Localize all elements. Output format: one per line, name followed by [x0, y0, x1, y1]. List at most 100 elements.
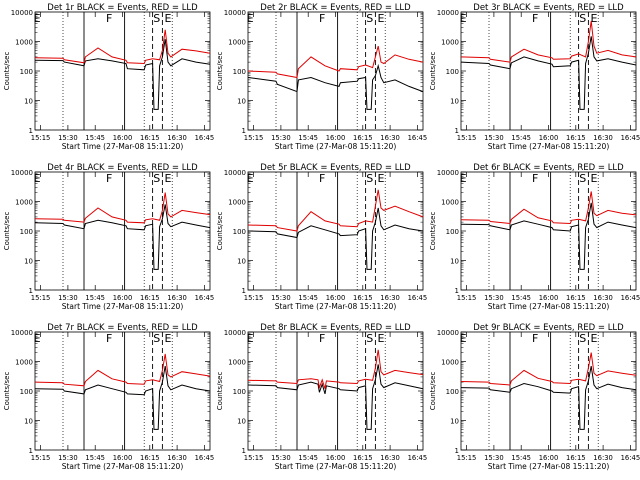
y-tick-label: 1	[455, 127, 459, 135]
x-axis-label: Start Time (27-Mar-08 15:11:20)	[275, 302, 397, 311]
y-tick-label: 1000	[228, 39, 246, 47]
marker-letter: S	[579, 12, 586, 25]
series-events-line	[34, 39, 211, 110]
x-axis-label: Start Time (27-Mar-08 15:11:20)	[275, 142, 397, 151]
x-tick-label: 16:00	[326, 294, 346, 302]
x-axis-label: Start Time (27-Mar-08 15:11:20)	[488, 302, 610, 311]
marker-letter: S	[366, 12, 373, 25]
panel-6: Det 6r BLACK = Events, RED = LLD 1 10 100 10…	[429, 163, 640, 311]
x-tick-label: 15:30	[484, 454, 504, 462]
y-tick-label: 1000	[15, 199, 33, 207]
y-tick-label: 10000	[11, 169, 33, 177]
marker-letter: E	[247, 332, 254, 345]
y-axis-label: Counts/sec	[429, 212, 437, 251]
plot-frame	[34, 11, 211, 131]
y-tick-label: 100	[446, 228, 459, 236]
y-tick-label: 10000	[437, 329, 459, 337]
x-tick-label: 16:00	[113, 454, 133, 462]
y-tick-label: 100	[20, 228, 33, 236]
panel-9: Det 9r BLACK = Events, RED = LLD 1 10 100 10…	[429, 323, 640, 471]
panel-title: Det 3r BLACK = Events, RED = LLD	[473, 3, 624, 13]
y-tick-label: 10	[237, 258, 246, 266]
marker-letter: E	[247, 172, 254, 185]
marker-letter: S	[579, 332, 586, 345]
panel-7: Det 7r BLACK = Events, RED = LLD 1 10 100 10…	[3, 323, 214, 471]
y-tick-label: 1	[29, 127, 33, 135]
series-events-line	[247, 364, 424, 430]
panel-title: Det 9r BLACK = Events, RED = LLD	[473, 323, 624, 333]
x-tick-label: 16:30	[593, 134, 613, 142]
marker-letter: E	[34, 332, 41, 345]
marker-letter: F	[319, 172, 325, 185]
x-tick-label: 16:30	[593, 294, 613, 302]
x-tick-label: 16:15	[140, 454, 160, 462]
series-events-line	[34, 366, 211, 430]
y-tick-label: 100	[20, 68, 33, 76]
y-tick-label: 10	[450, 98, 459, 106]
marker-letter: E	[165, 12, 172, 25]
y-tick-label: 1	[242, 447, 246, 455]
plot-frame	[460, 331, 637, 451]
x-tick-label: 16:00	[539, 294, 559, 302]
x-tick-label: 15:30	[271, 134, 291, 142]
y-tick-label: 10000	[224, 169, 246, 177]
x-tick-label: 15:45	[511, 294, 531, 302]
y-tick-label: 1	[455, 287, 459, 295]
series-lld-line	[34, 192, 211, 224]
y-axis-label: Counts/sec	[216, 212, 224, 251]
x-tick-label: 15:15	[457, 294, 477, 302]
series-events-line	[460, 36, 637, 110]
marker-letter: F	[106, 172, 112, 185]
x-tick-label: 16:15	[140, 134, 160, 142]
x-tick-label: 16:00	[113, 294, 133, 302]
y-tick-label: 1000	[15, 359, 33, 367]
x-tick-label: 16:30	[167, 294, 187, 302]
x-tick-label: 16:45	[408, 134, 428, 142]
x-tick-label: 15:30	[484, 134, 504, 142]
x-tick-label: 15:15	[31, 294, 51, 302]
marker-letter: E	[34, 12, 41, 25]
x-tick-label: 16:15	[566, 454, 586, 462]
marker-letter: S	[579, 172, 586, 185]
x-tick-label: 15:45	[511, 454, 531, 462]
plot-frame	[247, 11, 424, 131]
x-tick-label: 15:45	[298, 454, 318, 462]
x-tick-label: 16:45	[408, 294, 428, 302]
marker-letter: E	[247, 12, 254, 25]
x-axis-label: Start Time (27-Mar-08 15:11:20)	[488, 462, 610, 471]
x-tick-label: 16:15	[566, 294, 586, 302]
y-axis-label: Counts/sec	[3, 52, 11, 91]
x-tick-label: 16:45	[195, 294, 215, 302]
panel-8: Det 8r BLACK = Events, RED = LLD 1 10 100 10…	[216, 323, 427, 471]
panel-title: Det 5r BLACK = Events, RED = LLD	[260, 163, 411, 173]
x-tick-label: 15:45	[511, 134, 531, 142]
y-axis-label: Counts/sec	[3, 212, 11, 251]
y-tick-label: 10000	[11, 9, 33, 17]
y-axis-label: Counts/sec	[429, 372, 437, 411]
marker-letter: S	[153, 172, 160, 185]
x-tick-label: 16:00	[326, 134, 346, 142]
y-tick-label: 10000	[224, 9, 246, 17]
x-tick-label: 15:15	[31, 134, 51, 142]
panel-5: Det 5r BLACK = Events, RED = LLD 1 10 100 10…	[216, 163, 427, 311]
y-tick-label: 1000	[15, 39, 33, 47]
y-tick-label: 1	[242, 287, 246, 295]
y-tick-label: 10	[24, 258, 33, 266]
panel-title: Det 8r BLACK = Events, RED = LLD	[260, 323, 411, 333]
plot-frame	[247, 171, 424, 291]
marker-letter: S	[366, 332, 373, 345]
marker-letter: F	[532, 332, 538, 345]
x-tick-label: 16:00	[539, 134, 559, 142]
marker-letter: F	[532, 172, 538, 185]
marker-letter: E	[34, 172, 41, 185]
series-events-line	[460, 202, 637, 270]
x-tick-label: 16:45	[621, 134, 640, 142]
y-tick-label: 1	[242, 127, 246, 135]
plot-frame	[34, 171, 211, 291]
marker-letter: F	[106, 332, 112, 345]
y-tick-label: 10000	[11, 329, 33, 337]
x-tick-label: 16:15	[353, 134, 373, 142]
y-tick-label: 1	[29, 447, 33, 455]
marker-letter: F	[532, 12, 538, 25]
